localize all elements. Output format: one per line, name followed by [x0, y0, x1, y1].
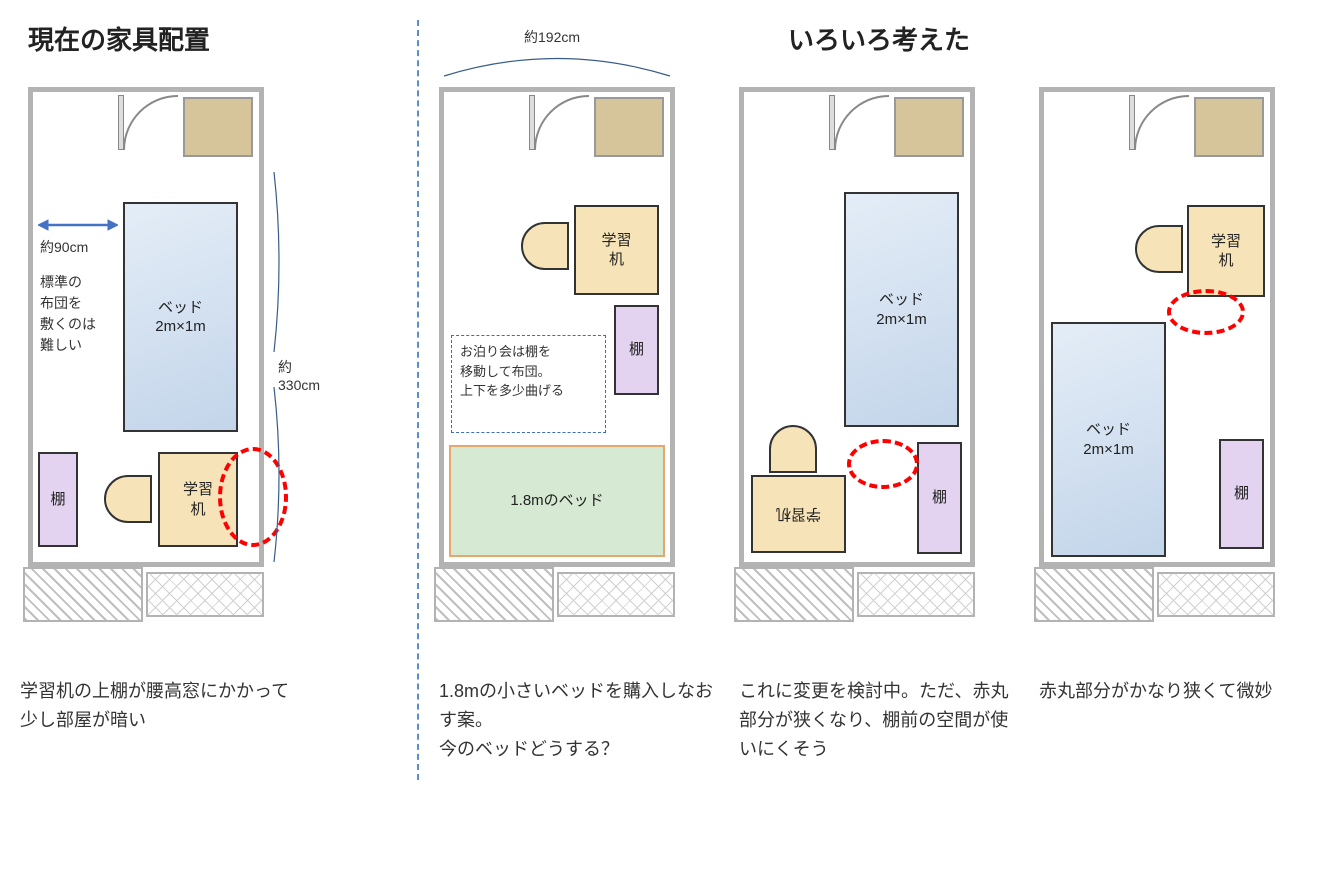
title-current: 現在の家具配置: [28, 20, 397, 57]
gap-label: 約90cm: [40, 237, 88, 257]
chair: [1135, 225, 1183, 273]
desk: 学習机: [751, 475, 846, 553]
width-label: 約192cm: [524, 27, 580, 47]
caption-3: これに変更を検討中。ただ、赤丸部分が狭くなり、棚前の空間が使いにくそう: [739, 677, 1019, 763]
bed-label: ベッド 2m×1m: [155, 298, 205, 337]
closet: [594, 97, 664, 157]
shelf: 棚: [917, 442, 962, 554]
chair: [769, 425, 817, 473]
caption-1: 学習机の上棚が腰高窓にかかって少し部屋が暗い: [20, 677, 300, 735]
room-plan-2: 約192cm 学習 机 棚 お泊り: [439, 87, 675, 627]
section-divider: [417, 20, 419, 780]
bed: ベッド 2m×1m: [123, 202, 238, 432]
closet: [1194, 97, 1264, 157]
futon-area: お泊り会は棚を 移動して布団。 上下を多少曲げる: [451, 335, 606, 433]
current-layout-column: 現在の家具配置 ベッド 2m×1m 約90cm 標準の 布団を 敷くのは 難しい: [20, 20, 397, 780]
chair: [521, 222, 569, 270]
desk: 学習 机: [574, 205, 659, 295]
room-plan-1: ベッド 2m×1m 約90cm 標準の 布団を 敷くのは 難しい 棚 学習 机: [28, 87, 264, 627]
room-plan-3: ベッド 2m×1m 学習机 棚: [739, 87, 975, 627]
shelf: 棚: [38, 452, 78, 547]
closet: [894, 97, 964, 157]
plan-4: 学習 机 ベッド 2m×1m 棚 赤丸部分がか: [1039, 87, 1319, 763]
futon-note: 標準の 布団を 敷くのは 難しい: [40, 272, 96, 356]
problem-circle: [1167, 289, 1245, 335]
width-arrow: [38, 215, 118, 235]
plan-2: 約192cm 学習 机 棚 お泊り: [439, 87, 719, 763]
closet: [183, 97, 253, 157]
chair: [104, 475, 152, 523]
room-plan-4: 学習 机 ベッド 2m×1m 棚: [1039, 87, 1275, 627]
desk: 学習 机: [1187, 205, 1265, 297]
alternatives-column: いろいろ考えた 約192cm 学習 机: [439, 20, 1319, 780]
bed: ベッド 2m×1m: [844, 192, 959, 427]
layout-comparison: 現在の家具配置 ベッド 2m×1m 約90cm 標準の 布団を 敷くのは 難しい: [20, 20, 1319, 780]
plan-3: ベッド 2m×1m 学習机 棚 これに変更を検: [739, 87, 1019, 763]
shelf: 棚: [1219, 439, 1264, 549]
caption-4: 赤丸部分がかなり狭くて微妙: [1039, 677, 1319, 706]
caption-2: 1.8mの小さいベッドを購入しなおす案。 今のベッドどうする？: [439, 677, 719, 763]
problem-circle: [847, 439, 919, 489]
shelf: 棚: [614, 305, 659, 395]
new-bed: 1.8mのベッド: [449, 445, 665, 557]
bed: ベッド 2m×1m: [1051, 322, 1166, 557]
